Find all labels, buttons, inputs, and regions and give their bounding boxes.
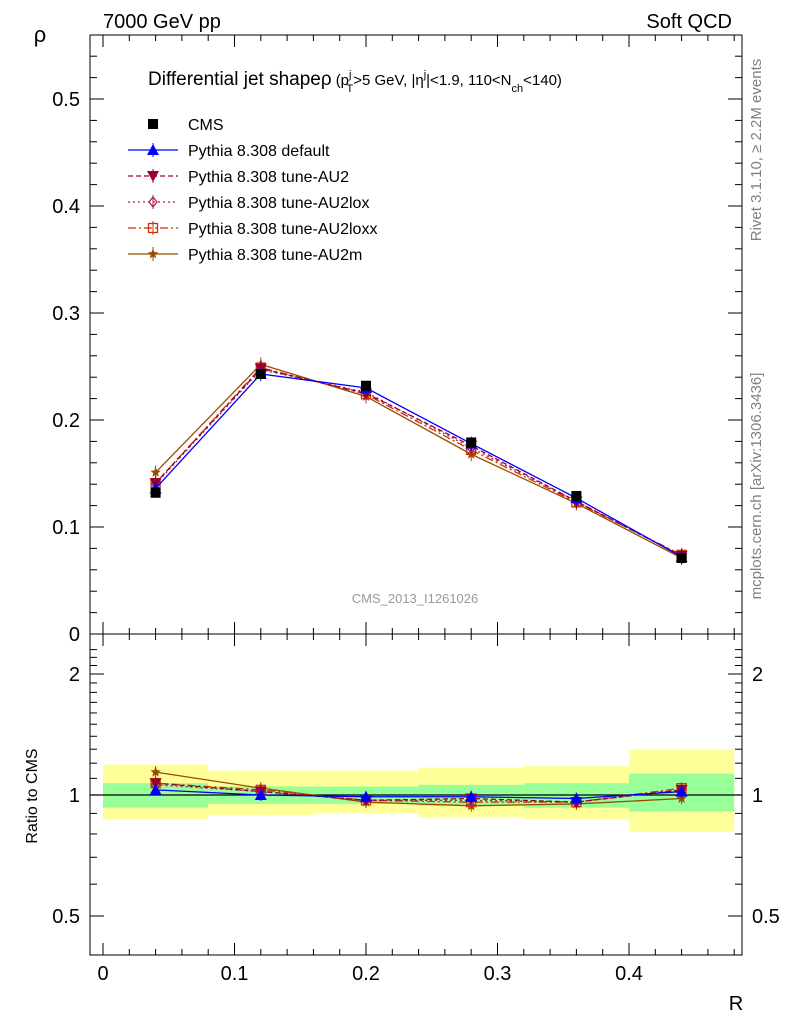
ratio-y-tick-label-right: 2 xyxy=(752,664,763,686)
point-au2m xyxy=(150,466,161,477)
ratio-point-au2 xyxy=(149,778,162,790)
series-line-au2m xyxy=(155,363,682,559)
legend-marker-cms xyxy=(148,119,158,129)
title-eta-cut: |<1.9, 110<N xyxy=(426,72,511,89)
y-axis-label: ρ xyxy=(34,22,47,47)
ratio-point-default xyxy=(570,792,583,804)
main-plot: 0 0.1 0.2 0.3 0.4 0.5 xyxy=(52,34,743,646)
ratio-y-tick-label-right: 1 xyxy=(752,785,763,807)
title-p: (p xyxy=(336,72,349,89)
y-tick-label: 0.4 xyxy=(52,196,80,218)
x-tick-label: 0 xyxy=(97,963,108,985)
title-pt-cut: >5 GeV, |η xyxy=(353,72,423,89)
x-tick-label: 0.3 xyxy=(484,963,512,985)
series-line-default xyxy=(155,373,682,558)
title-p-sub: T xyxy=(346,83,353,95)
point-cms xyxy=(255,368,266,379)
legend-marker-au2loxx xyxy=(147,222,159,234)
ratio-y-label: Ratio to CMS xyxy=(24,748,41,843)
chart-title: Differential jet shapeρ (pj T>5 GeV, |ηj|<… xyxy=(148,69,562,95)
title-nch-sub: ch xyxy=(512,83,524,95)
point-cms xyxy=(466,437,477,448)
legend-label-au2loxx: Pythia 8.308 tune-AU2loxx xyxy=(188,221,377,238)
ratio-point-au2m xyxy=(676,793,687,803)
y-tick-label: 0.5 xyxy=(52,89,80,111)
x-tick-label: 0.1 xyxy=(221,963,249,985)
x-tick-label: 0.4 xyxy=(615,963,643,985)
y-tick-label: 0.1 xyxy=(52,517,80,539)
x-axis-label: R xyxy=(729,993,743,1015)
header-left: 7000 GeV pp xyxy=(103,11,221,33)
legend-marker-au2m xyxy=(147,248,159,259)
ratio-point-default xyxy=(675,785,688,797)
legend-marker-au2 xyxy=(147,171,159,182)
ratio-point-au2m xyxy=(150,766,161,777)
point-cms xyxy=(571,490,582,501)
ratio-y-tick-label: 0.5 xyxy=(52,906,80,928)
ratio-plot: 0 0.1 0.2 0.3 0.4 0.5 0.5 1 1 2 2 xyxy=(52,633,780,985)
ratio-line-au2m xyxy=(155,771,682,807)
legend-marker-au2lox xyxy=(148,195,158,209)
rivet-label: Rivet 3.1.10, ≥ 2.2M events xyxy=(748,59,765,242)
legend-label-au2: Pythia 8.308 tune-AU2 xyxy=(188,169,349,186)
legend-label-cms: CMS xyxy=(188,117,224,134)
point-cms xyxy=(361,380,371,391)
x-tick-label: 0.2 xyxy=(352,963,380,985)
y-tick-label: 0.3 xyxy=(52,303,80,325)
point-cms xyxy=(676,553,687,564)
y-tick-label: 0 xyxy=(69,624,80,646)
title-main: Differential jet shapeρ xyxy=(148,69,332,90)
title-nch-cut: <140) xyxy=(523,72,562,89)
ratio-point-default xyxy=(360,790,372,802)
legend: CMS Pythia 8.308 default Pythia 8.308 tune… xyxy=(128,117,377,264)
series-line-au2 xyxy=(155,367,682,557)
point-cms xyxy=(150,487,161,498)
ratio-y-tick-label: 2 xyxy=(69,664,80,686)
ratio-line-default xyxy=(155,789,682,800)
title-eta-sup: j xyxy=(423,69,426,81)
legend-marker-default xyxy=(147,144,159,155)
ratio-line-au2loxx xyxy=(155,782,682,803)
mcplots-label: mcplots.cern.ch [arXiv:1306.3436] xyxy=(748,373,765,600)
ratio-y-tick-label: 1 xyxy=(69,785,80,807)
ratio-point-default xyxy=(149,783,162,795)
header-right: Soft QCD xyxy=(646,11,732,33)
legend-label-au2m: Pythia 8.308 tune-AU2m xyxy=(188,247,362,264)
legend-label-default: Pythia 8.308 default xyxy=(188,143,330,160)
y-tick-label: 0.2 xyxy=(52,410,80,432)
legend-label-au2lox: Pythia 8.308 tune-AU2lox xyxy=(188,195,369,212)
ratio-y-tick-label-right: 0.5 xyxy=(752,906,780,928)
ratio-point-default xyxy=(465,790,478,802)
ratio-point-default xyxy=(254,789,267,800)
series-line-au2loxx xyxy=(155,366,682,556)
title-p-sup: j xyxy=(348,69,351,81)
analysis-watermark: CMS_2013_I1261026 xyxy=(352,591,479,606)
